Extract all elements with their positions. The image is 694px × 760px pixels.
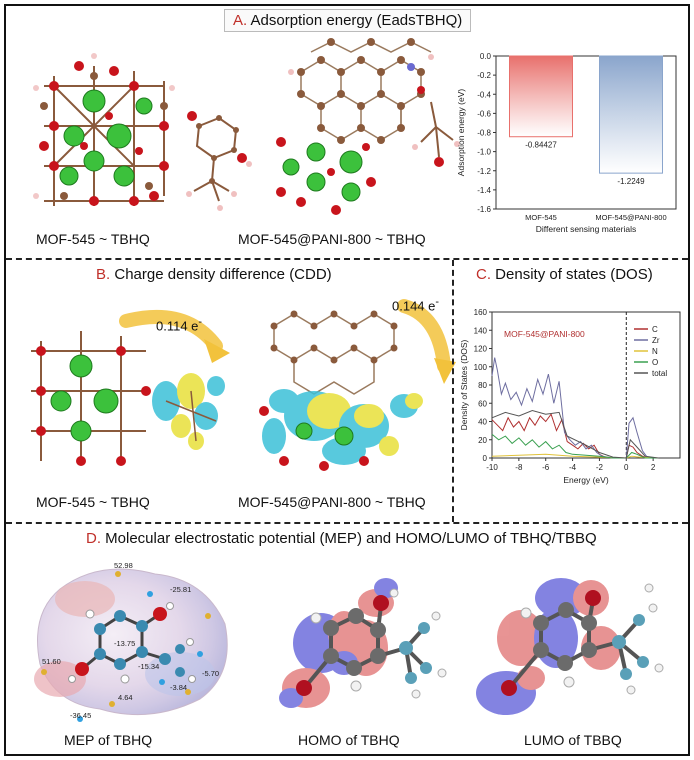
mep-label: 4.64 bbox=[118, 693, 133, 702]
panel-a-caption-left: MOF-545 ~ TBHQ bbox=[36, 231, 150, 247]
x-category-label: MOF-545 bbox=[525, 213, 557, 222]
homo-tbhq-image bbox=[279, 578, 447, 708]
bar-1 bbox=[599, 55, 663, 174]
legend-label: Zr bbox=[652, 336, 660, 345]
mep-label: -3.84 bbox=[170, 683, 187, 692]
mep-label: 52.98 bbox=[114, 561, 133, 570]
y-axis-label: Adsorption energy (eV) bbox=[456, 89, 466, 177]
lumo-tbbq-image bbox=[476, 578, 664, 715]
y-tick-label: -0.6 bbox=[477, 109, 491, 118]
y-tick-label: -0.2 bbox=[477, 71, 491, 80]
panel-b-caption-left: MOF-545 ~ TBHQ bbox=[36, 494, 150, 510]
dos-series-Zr bbox=[491, 357, 659, 459]
mep-label: -13.75 bbox=[114, 639, 135, 648]
mof545-pani-tbhq-structure bbox=[276, 38, 460, 215]
mep-label: -15.34 bbox=[138, 662, 159, 671]
y-tick-label: -1.2 bbox=[477, 167, 491, 176]
cdd-mof545-pani-structure bbox=[259, 299, 456, 471]
panel-b-caption-right: MOF-545@PANI-800 ~ TBHQ bbox=[238, 494, 426, 510]
x-category-label: MOF-545@PANI-800 bbox=[595, 213, 666, 222]
y-tick-label: 80 bbox=[478, 381, 487, 390]
dos-series-O bbox=[491, 433, 659, 459]
y-tick-label: 100 bbox=[474, 363, 488, 372]
bar-0 bbox=[509, 55, 573, 138]
y-tick-label: 20 bbox=[478, 436, 487, 445]
panel-a-title: A. Adsorption energy (EadsTBHQ) bbox=[224, 9, 472, 32]
bar-value-label: -0.84427 bbox=[525, 141, 557, 150]
panel-d-title: D. Molecular electrostatic potential (ME… bbox=[86, 530, 597, 547]
dos-series-C bbox=[491, 413, 659, 459]
legend-label: N bbox=[652, 347, 658, 356]
divider-b-c bbox=[452, 260, 454, 522]
adsorption-energy-bar-chart: 0.0 -0.2 -0.4 -0.6 -0.8 -1.0 -1.2 -1.4 -1.6 -0.84… bbox=[456, 52, 677, 234]
panel-d-caption-right: LUMO of TBBQ bbox=[524, 732, 622, 748]
x-tick-label: -2 bbox=[596, 463, 604, 472]
mep-label: 51.60 bbox=[42, 657, 61, 666]
mof545-tbhq-structure bbox=[33, 53, 252, 211]
dos-line-chart: 0 20 40 60 80 100 120 140 160 -10 -8 -6 -4 -2 0 2 C Zr NOt… bbox=[459, 308, 681, 485]
legend-label: total bbox=[652, 369, 667, 378]
bar-value-label: -1.2249 bbox=[617, 177, 645, 186]
figure-frame: A. Adsorption energy (EadsTBHQ) bbox=[4, 4, 690, 756]
legend-label: O bbox=[652, 358, 658, 367]
cdd-mof545-structure bbox=[31, 309, 230, 466]
charge-transfer-left: 0.114 e- bbox=[156, 316, 203, 334]
panel-a-caption-right: MOF-545@PANI-800 ~ TBHQ bbox=[238, 231, 426, 247]
y-tick-label: -1.4 bbox=[477, 186, 491, 195]
y-tick-label: 120 bbox=[474, 345, 488, 354]
dos-chart-title: MOF-545@PANI-800 bbox=[504, 329, 585, 339]
x-tick-label: -6 bbox=[542, 463, 550, 472]
x-tick-label: -10 bbox=[486, 463, 498, 472]
panel-c-title: C. Density of states (DOS) bbox=[476, 266, 653, 283]
mep-label: -25.81 bbox=[170, 585, 191, 594]
x-axis-label: Different sensing materials bbox=[536, 224, 636, 234]
y-tick-label: -0.8 bbox=[477, 129, 491, 138]
y-tick-label: 0 bbox=[483, 454, 488, 463]
mep-tbhq-image: 52.98 -25.81 -13.75 -15.34 51.60 -5.70 -… bbox=[34, 561, 228, 722]
x-axis-label: Energy (eV) bbox=[563, 475, 609, 485]
x-tick-label: 2 bbox=[651, 463, 656, 472]
charge-transfer-right: 0.144 e- bbox=[392, 296, 439, 314]
dos-series-N bbox=[491, 453, 659, 459]
panel-d-caption-left: MEP of TBHQ bbox=[64, 732, 153, 748]
mep-label: -5.70 bbox=[202, 669, 219, 678]
y-tick-label: -1.0 bbox=[477, 148, 491, 157]
x-tick-label: -4 bbox=[569, 463, 577, 472]
y-axis-label: Density of States (DOS) bbox=[459, 339, 469, 430]
dos-series-total bbox=[491, 409, 659, 459]
divider-bc-d bbox=[6, 522, 688, 524]
mep-label: -36.45 bbox=[70, 711, 91, 720]
x-tick-label: -8 bbox=[515, 463, 523, 472]
y-tick-label: -1.6 bbox=[477, 205, 491, 214]
y-tick-label: 160 bbox=[474, 308, 488, 317]
x-tick-label: 0 bbox=[624, 463, 629, 472]
y-tick-label: 0.0 bbox=[480, 52, 492, 61]
y-tick-label: 40 bbox=[478, 418, 487, 427]
y-tick-label: 60 bbox=[478, 399, 487, 408]
divider-a-b bbox=[6, 258, 688, 260]
y-tick-label: 140 bbox=[474, 326, 488, 335]
panel-b-title: B. Charge density difference (CDD) bbox=[96, 266, 332, 283]
legend-label: C bbox=[652, 325, 658, 334]
y-tick-label: -0.4 bbox=[477, 90, 491, 99]
panel-d-caption-mid: HOMO of TBHQ bbox=[298, 732, 400, 748]
